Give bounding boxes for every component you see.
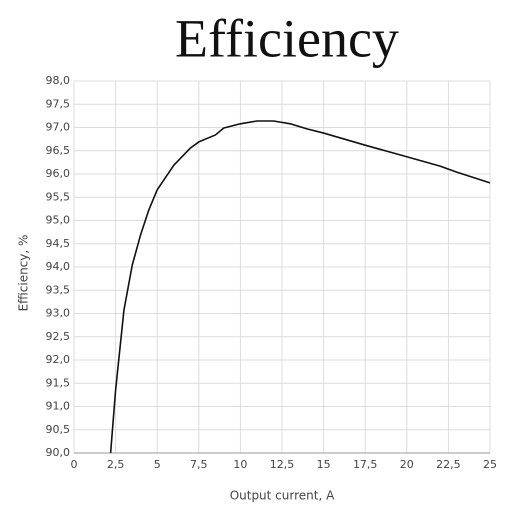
y-tick-label: 90,5 <box>46 423 71 436</box>
x-tick-label: 20 <box>400 458 414 471</box>
data-line <box>109 120 491 454</box>
x-tick-label: 7,5 <box>190 458 208 471</box>
x-tick-label: 22,5 <box>436 458 461 471</box>
y-tick-label: 91,0 <box>46 400 71 413</box>
y-tick-label: 96,0 <box>46 167 71 180</box>
x-tick-label: 0 <box>71 458 78 471</box>
x-tick-label: 10 <box>233 458 247 471</box>
y-axis-label: Efficiency, % <box>17 235 31 312</box>
y-tick-label: 93,5 <box>46 283 71 296</box>
y-tick-label: 91,5 <box>46 376 71 389</box>
x-tick-label: 25 <box>483 458 497 471</box>
y-tick-label: 96,5 <box>46 144 71 157</box>
y-tick-label: 95,5 <box>46 190 71 203</box>
y-tick-label: 95,0 <box>46 214 71 227</box>
y-tick-label: 97,5 <box>46 97 71 110</box>
y-tick-label: 97,0 <box>46 121 71 134</box>
x-tick-label: 12,5 <box>270 458 295 471</box>
y-tick-label: 93,0 <box>46 307 71 320</box>
y-tick-label: 94,5 <box>46 237 71 250</box>
x-tick-label: 17,5 <box>353 458 378 471</box>
chart-title: Efficiency <box>175 8 399 68</box>
x-axis-label: Output current, A <box>230 489 335 503</box>
x-tick-label: 15 <box>317 458 331 471</box>
y-tick-label: 94,0 <box>46 260 71 273</box>
y-tick-label: 90,0 <box>46 446 71 459</box>
y-tick-label: 98,0 <box>46 74 71 87</box>
x-tick-label: 2,5 <box>107 458 125 471</box>
y-tick-label: 92,0 <box>46 353 71 366</box>
x-tick-label: 5 <box>154 458 161 471</box>
y-tick-label: 92,5 <box>46 330 71 343</box>
